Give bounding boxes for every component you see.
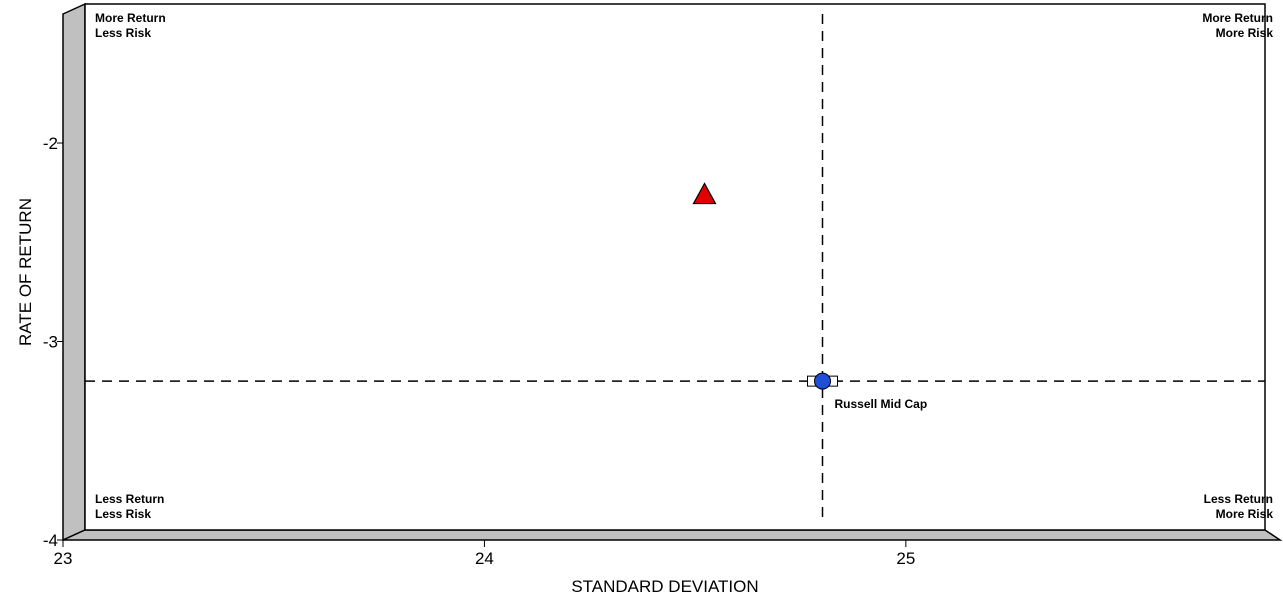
reference-lines — [85, 14, 1265, 518]
quadrant-bottom-left-line2: Less Risk — [95, 507, 151, 521]
quadrant-bottom-right-line1: Less Return — [1204, 492, 1273, 506]
point-label: Russell Mid Cap — [835, 397, 928, 411]
circle-marker — [814, 372, 831, 390]
quadrant-top-left-line1: More Return — [95, 11, 166, 25]
quadrant-bottom-left-line1: Less Return — [95, 492, 164, 506]
x-tick-label: 25 — [896, 549, 915, 568]
quadrant-top-right-line1: More Return — [1202, 11, 1273, 25]
y-tick-label: -3 — [43, 333, 58, 352]
x-tick-label: 23 — [54, 549, 73, 568]
left-side-wall — [62, 2, 86, 542]
quadrant-top-right-line2: More Risk — [1216, 26, 1274, 40]
x-axis-title: STANDARD DEVIATION — [571, 577, 758, 596]
x-tick-label: 24 — [475, 549, 494, 568]
plot-area — [84, 3, 1266, 531]
quadrant-bottom-right-line2: More Risk — [1216, 507, 1274, 521]
triangle-marker — [692, 182, 717, 205]
y-tick-label: -2 — [43, 134, 58, 153]
data-points: Russell Mid Cap — [692, 182, 928, 411]
axis-ticks: 23 24 25 -2 -3 -4 — [43, 134, 915, 568]
y-tick-label: -4 — [43, 531, 58, 550]
bottom-floor — [62, 529, 1283, 541]
y-axis-title: RATE OF RETURN — [16, 198, 35, 346]
quadrant-top-left-line2: Less Risk — [95, 26, 151, 40]
